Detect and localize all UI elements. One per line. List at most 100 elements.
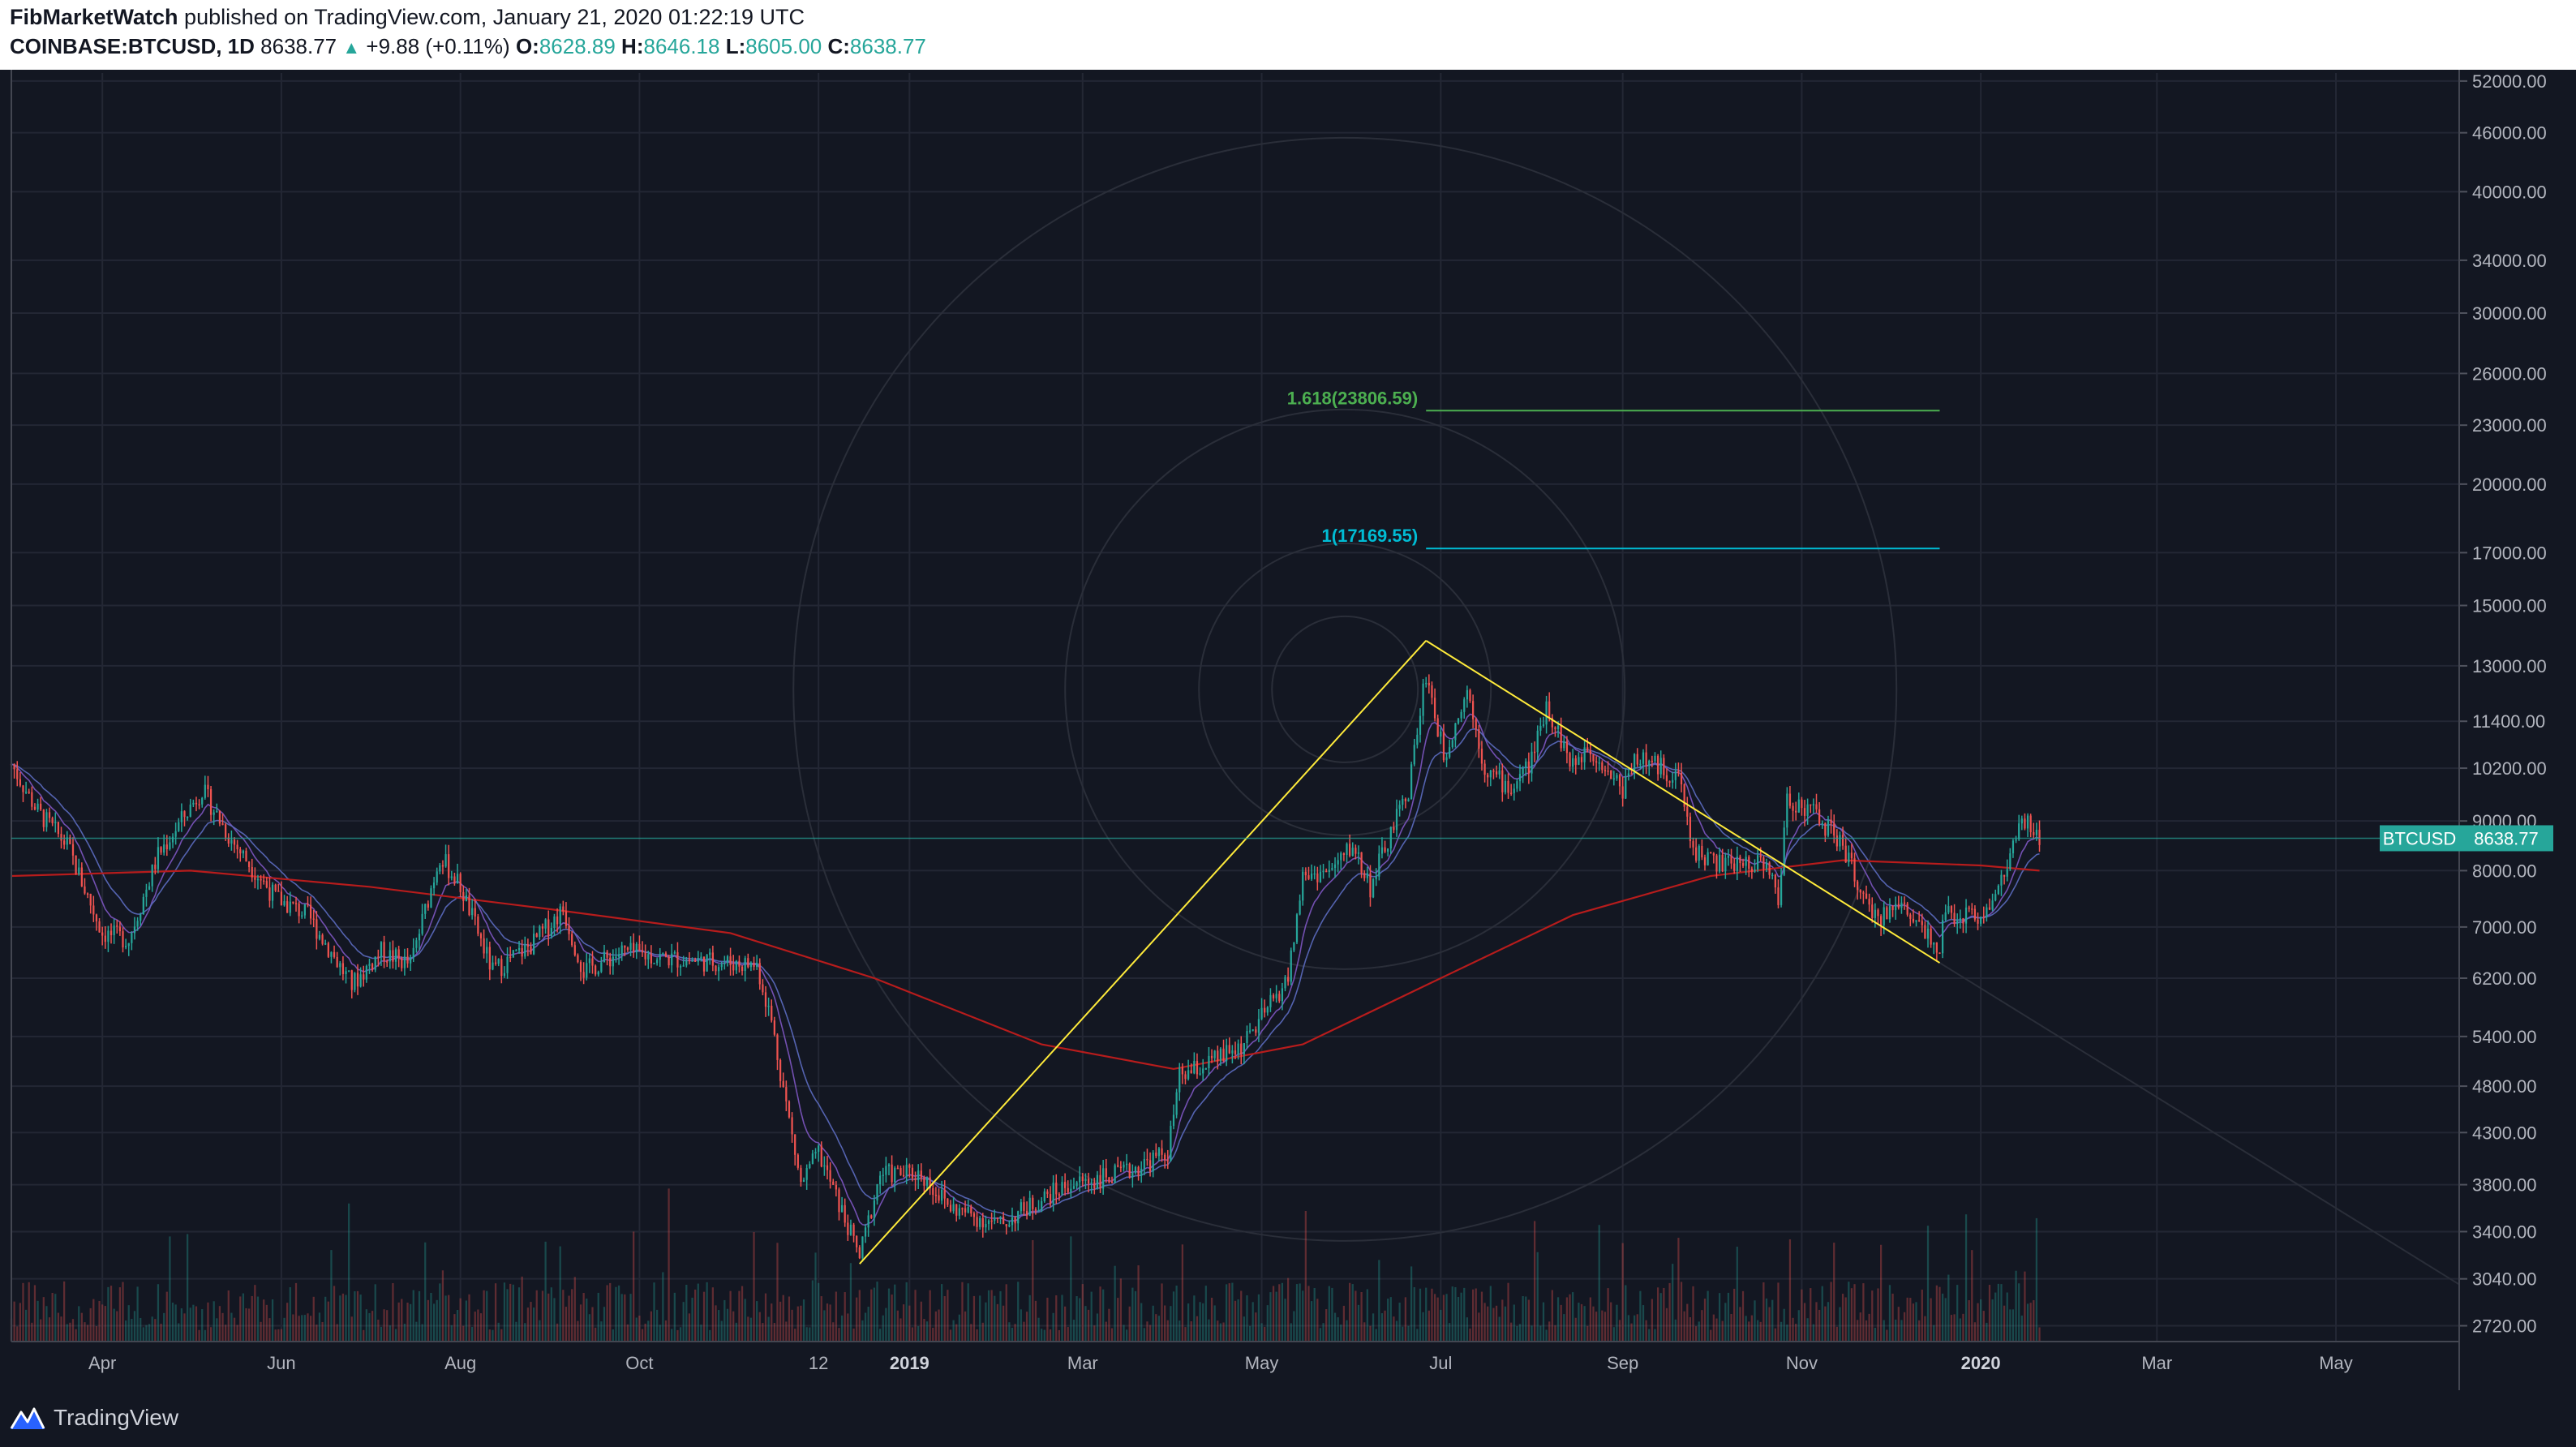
volume-bar bbox=[131, 1319, 133, 1342]
candle-body bbox=[717, 967, 720, 972]
candle-body bbox=[1117, 1165, 1119, 1167]
candle-body bbox=[1046, 1192, 1049, 1195]
candle-body bbox=[955, 1204, 958, 1216]
volume-bar bbox=[964, 1311, 967, 1342]
candle-body bbox=[588, 958, 591, 964]
volume-bar bbox=[1533, 1221, 1536, 1342]
candle-body bbox=[2035, 830, 2038, 835]
candle-body bbox=[1213, 1050, 1216, 1058]
candle-body bbox=[1803, 808, 1806, 816]
price-chart[interactable]: 1.618(23806.59) 1(17169.55) 52000.00 46000… bbox=[0, 70, 2576, 1390]
volume-bar bbox=[1313, 1287, 1316, 1342]
volume-bar bbox=[994, 1295, 996, 1342]
volume-bar bbox=[1759, 1321, 1762, 1342]
volume-bar bbox=[174, 1304, 177, 1342]
volume-bar bbox=[1604, 1312, 1607, 1342]
volume-bar bbox=[1304, 1210, 1307, 1342]
candle-body bbox=[706, 955, 708, 972]
volume-bar bbox=[394, 1329, 397, 1342]
candle-body bbox=[1672, 779, 1674, 783]
volume-bar bbox=[1835, 1326, 1838, 1342]
volume-bar bbox=[1237, 1299, 1239, 1342]
volume-bar bbox=[671, 1329, 673, 1342]
volume-bar bbox=[1340, 1325, 1342, 1342]
volume-bar bbox=[13, 1301, 15, 1342]
volume-bar bbox=[647, 1320, 650, 1342]
candle-body bbox=[1055, 1183, 1058, 1195]
candle-body bbox=[294, 903, 298, 904]
candle-body bbox=[2000, 874, 2003, 886]
candle-body bbox=[2011, 840, 2015, 854]
candle-body bbox=[1973, 908, 1977, 920]
candle-body bbox=[471, 908, 474, 916]
volume-bar bbox=[1337, 1317, 1339, 1342]
volume-bar bbox=[1187, 1303, 1190, 1342]
volume-bar bbox=[1841, 1294, 1844, 1342]
candle-body bbox=[1032, 1197, 1034, 1209]
volume-bar bbox=[1874, 1327, 1876, 1342]
volume-bar bbox=[80, 1312, 83, 1342]
candle-body bbox=[1680, 773, 1683, 784]
volume-bar bbox=[1522, 1295, 1524, 1342]
candle-body bbox=[394, 949, 397, 962]
candle-body bbox=[1674, 771, 1677, 780]
volume-bar bbox=[113, 1308, 115, 1342]
candle-body bbox=[1586, 747, 1589, 751]
volume-bar bbox=[844, 1292, 846, 1342]
candle-body bbox=[1665, 775, 1668, 782]
candle-body bbox=[1501, 770, 1504, 792]
volume-bar bbox=[154, 1319, 157, 1342]
candle-body bbox=[635, 943, 638, 952]
candle-body bbox=[239, 849, 242, 854]
header-bar: FibMarketWatch published on TradingView.… bbox=[0, 0, 2576, 70]
candle-body bbox=[236, 844, 238, 850]
candle-body bbox=[218, 810, 221, 824]
candle-body bbox=[1542, 724, 1545, 726]
volume-bar bbox=[178, 1323, 180, 1342]
candle-body bbox=[31, 792, 33, 807]
volume-bar bbox=[1848, 1282, 1850, 1342]
volume-bar bbox=[251, 1295, 253, 1342]
volume-bar bbox=[1123, 1325, 1125, 1342]
candle-body bbox=[377, 956, 380, 958]
volume-bar bbox=[782, 1295, 784, 1342]
candle-body bbox=[1234, 1050, 1237, 1054]
volume-bar bbox=[2015, 1270, 2017, 1342]
author-name[interactable]: FibMarketWatch bbox=[10, 5, 178, 29]
drawings[interactable]: 1.618(23806.59) 1(17169.55) bbox=[859, 388, 1941, 1265]
candle-body bbox=[544, 919, 547, 929]
volume-bar bbox=[1307, 1286, 1310, 1342]
volume-bar bbox=[1471, 1289, 1475, 1342]
candle-body bbox=[1718, 854, 1721, 872]
candle-body bbox=[1580, 757, 1583, 762]
volume-bar bbox=[949, 1329, 952, 1342]
candle-body bbox=[1592, 754, 1595, 762]
candle-body bbox=[741, 966, 744, 972]
volume-bar bbox=[967, 1283, 969, 1342]
candle-body bbox=[1125, 1163, 1128, 1166]
volume-bar bbox=[207, 1302, 209, 1342]
candle-body bbox=[36, 803, 39, 810]
volume-bar bbox=[617, 1285, 620, 1342]
candle-body bbox=[1818, 809, 1821, 824]
volume-bar bbox=[1384, 1310, 1386, 1342]
ema-line bbox=[11, 728, 2040, 1217]
volume-bar bbox=[348, 1203, 350, 1342]
volume-bar bbox=[894, 1284, 896, 1342]
candle-body bbox=[341, 963, 345, 975]
volume-bar bbox=[441, 1270, 444, 1342]
volume-bar bbox=[1565, 1297, 1569, 1342]
candle-body bbox=[1762, 857, 1765, 869]
volume-bar bbox=[1583, 1306, 1586, 1342]
candle-body bbox=[976, 1217, 978, 1227]
volume-bar bbox=[1762, 1282, 1765, 1342]
candle-body bbox=[1810, 804, 1812, 806]
volume-bar bbox=[439, 1283, 441, 1342]
volume-bar bbox=[1988, 1285, 1991, 1342]
tradingview-logo[interactable]: TradingView bbox=[10, 1402, 178, 1434]
symbol-label[interactable]: COINBASE:BTCUSD, 1D bbox=[10, 34, 255, 58]
candle-body bbox=[424, 904, 427, 914]
volume-bar bbox=[1489, 1286, 1492, 1342]
candle-body bbox=[711, 952, 714, 966]
candle-body bbox=[1621, 786, 1624, 799]
